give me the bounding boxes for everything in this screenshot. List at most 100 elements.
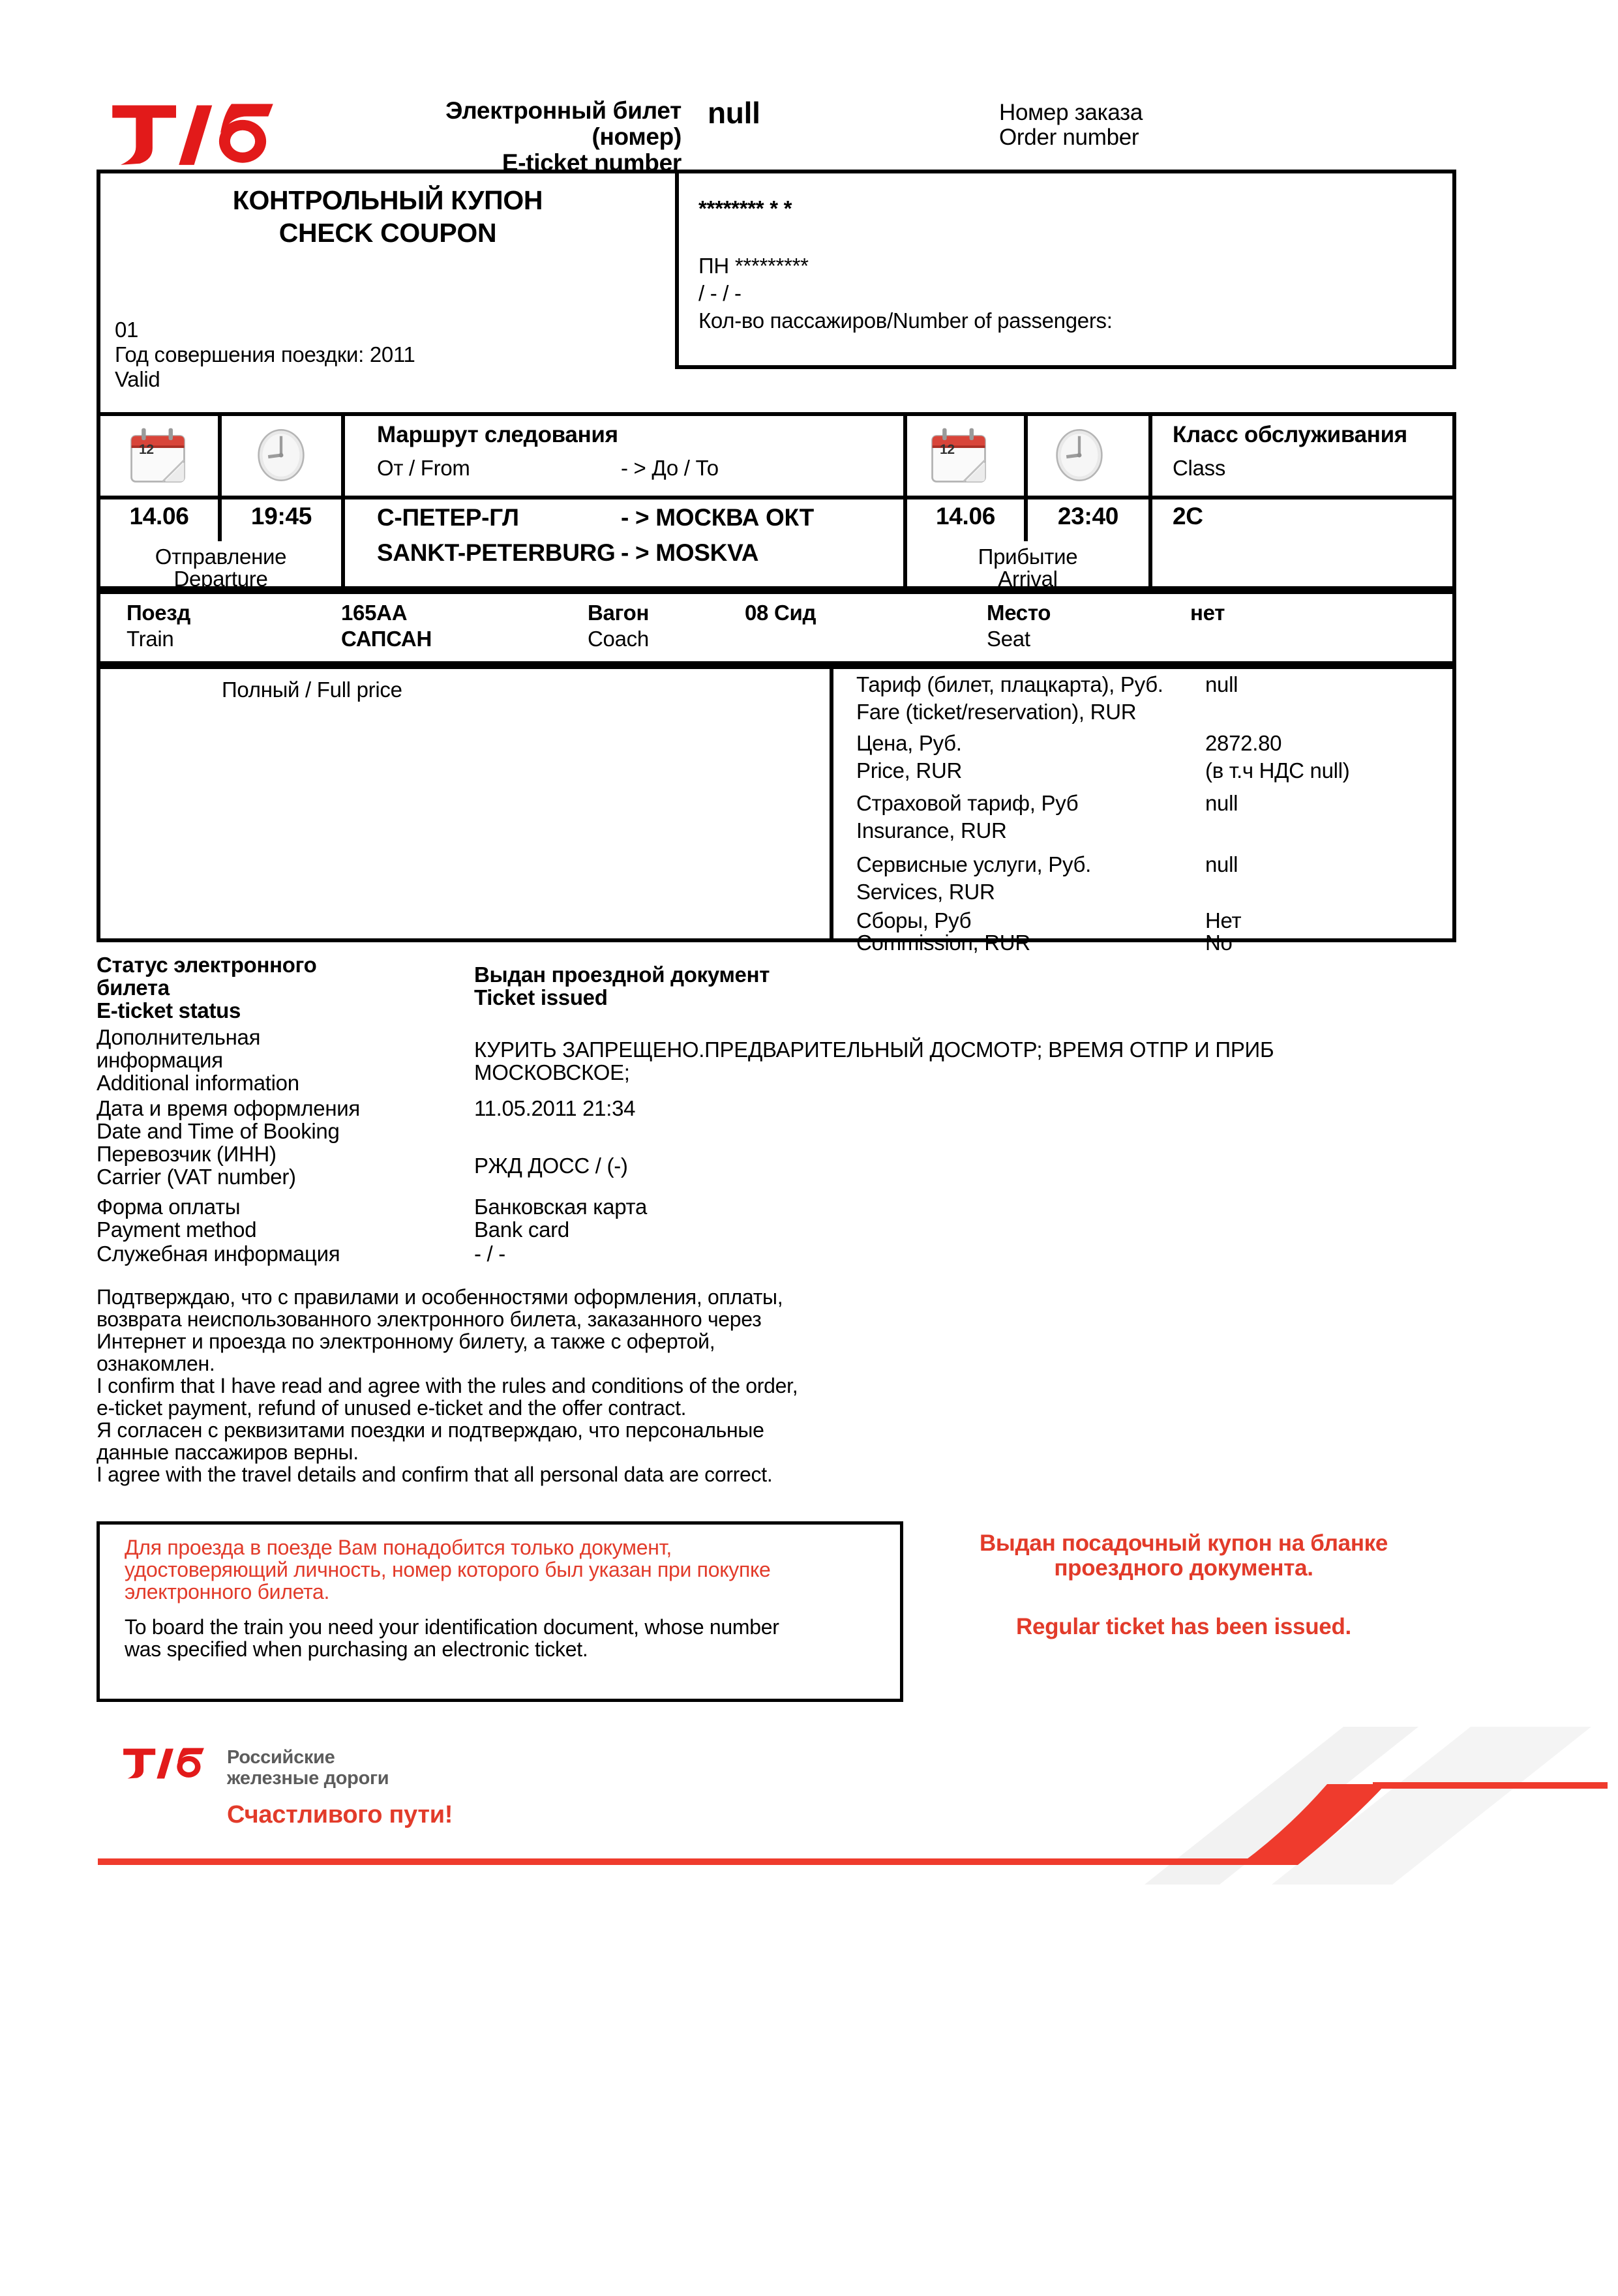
train-number: 165АА <box>341 601 408 625</box>
to-station-ru: - > МОСКВА ОКТ <box>621 504 814 531</box>
fare-type: Полный / Full price <box>222 678 402 702</box>
passenger-mask-box: ******** * * ПН ********* / - / - Кол-во… <box>675 170 1456 369</box>
issued-note-ru-line2: проездного документа. <box>1054 1555 1313 1581</box>
coach-label-ru: Вагон <box>588 601 650 625</box>
additional-info-label: Дополнительная <box>97 1025 261 1049</box>
fare-row-value2: (в т.ч НДС null) <box>1205 758 1350 783</box>
additional-info-value: КУРИТЬ ЗАПРЕЩЕНО.ПРЕДВАРИТЕЛЬНЫЙ ДОСМОТР… <box>474 1037 1274 1062</box>
payment-label: Форма оплаты <box>97 1195 241 1219</box>
booking-label: Date and Time of Booking <box>97 1119 340 1143</box>
route-table <box>97 412 1456 590</box>
issued-note-ru-line1: Выдан посадочный купон на бланке <box>979 1530 1388 1556</box>
footer-rzd-logo-icon <box>122 1745 205 1780</box>
fare-divider <box>830 669 833 938</box>
seat-value: нет <box>1190 601 1225 625</box>
seat-label-ru: Место <box>987 601 1051 625</box>
fare-table <box>97 665 1456 942</box>
identification-notice-box: Для проезда в поезде Вам понадобится тол… <box>97 1521 903 1702</box>
booking-label: Дата и время оформления <box>97 1096 360 1120</box>
fare-row-value: 2872.80 <box>1205 731 1282 755</box>
eticket-number-value: null <box>708 96 760 130</box>
departure-calendar-day: 12 <box>139 442 154 457</box>
fare-row-label-ru: Цена, Руб. <box>856 731 962 755</box>
train-row <box>97 590 1456 665</box>
status-value: Выдан проездной документ <box>474 962 770 987</box>
payment-label: Payment method <box>97 1217 257 1242</box>
from-station-en: SANKT-PETERBURG <box>377 539 616 566</box>
fare-row-label-ru: Страховой тариф, Руб <box>856 791 1079 815</box>
arrival-calendar-icon <box>929 424 989 486</box>
coach-value: 08 Сид <box>745 601 816 625</box>
eticket-number-label: Электронный билет (номер) E-ticket numbe… <box>355 98 682 176</box>
class-label-en: Class <box>1173 456 1226 480</box>
eticket-number-label-ru: Электронный билет (номер) <box>445 97 682 150</box>
departure-calendar-icon <box>128 424 188 486</box>
footer-red-curve <box>1239 1784 1386 1865</box>
payment-value: Банковская карта <box>474 1195 648 1219</box>
departure-clock-icon <box>253 424 309 486</box>
status-label: E-ticket status <box>97 998 241 1022</box>
fare-row-label-ru: Сборы, Руб <box>856 908 972 932</box>
to-station-en: - > MOSKVA <box>621 539 759 566</box>
coupon-top-border <box>97 170 679 173</box>
fare-row-value: null <box>1205 852 1238 876</box>
passenger-document-mask: / - / - <box>698 281 742 305</box>
route-header-ru: Маршрут следования <box>377 422 618 447</box>
status-label: Статус электронного <box>97 953 317 977</box>
route-to-label: - > До / То <box>621 456 719 480</box>
service-class-value: 2С <box>1173 503 1203 529</box>
coupon-title-ru: КОНТРОЛЬНЫЙ КУПОН <box>232 185 543 215</box>
coach-label-en: Coach <box>588 627 649 651</box>
from-station-ru: С-ПЕТЕР-ГЛ <box>377 504 519 531</box>
footer-brand-line1: Российские <box>227 1747 335 1768</box>
route-divider-4 <box>1024 416 1028 541</box>
footer-brand-line2: железные дороги <box>227 1768 389 1789</box>
fare-row-value: null <box>1205 791 1238 815</box>
issued-note-en: Regular ticket has been issued. <box>1016 1614 1351 1639</box>
booking-value: 11.05.2011 21:34 <box>474 1096 636 1120</box>
fare-row-label-en: Services, RUR <box>856 880 995 904</box>
trip-year: Год совершения поездки: 2011 <box>115 342 415 366</box>
status-value: Ticket issued <box>474 985 608 1009</box>
footer-red-line-upper <box>1373 1782 1608 1789</box>
coupon-title: КОНТРОЛЬНЫЙ КУПОН CHECK COUPON <box>100 184 675 249</box>
order-number-label-en: Order number <box>999 125 1139 150</box>
footer-red-line <box>98 1858 1252 1865</box>
train-label-ru: Поезд <box>127 601 191 625</box>
arrival-clock-icon <box>1051 424 1107 486</box>
fare-row-label-en: Fare (ticket/reservation), RUR <box>856 700 1137 724</box>
rzd-logo-icon <box>110 97 276 170</box>
arrival-label-ru: Прибытие <box>978 544 1078 569</box>
agreement-text: Подтверждаю, что с правилами и особеннос… <box>97 1285 798 1486</box>
route-divider-5 <box>1148 416 1152 586</box>
route-divider-2 <box>341 416 345 586</box>
fare-row-label-en: Commission, RUR <box>856 931 1030 955</box>
valid-label: Valid <box>115 367 160 391</box>
passengers-count-label: Кол-во пассажиров/Number of passengers: <box>698 308 1113 333</box>
carrier-value: РЖД ДОСС / (-) <box>474 1154 628 1178</box>
status-label: билета <box>97 976 170 1000</box>
fare-row-label-ru: Сервисные услуги, Руб. <box>856 852 1092 876</box>
coupon-left-border <box>97 170 100 416</box>
fare-row-label-en: Price, RUR <box>856 758 963 783</box>
departure-date: 14.06 <box>129 503 189 529</box>
service-info-value: - / - <box>474 1242 505 1266</box>
fare-row-label-en: Insurance, RUR <box>856 818 1007 842</box>
departure-label-en: Departure <box>173 567 268 591</box>
identification-notice-en: To board the train you need your identif… <box>125 1615 779 1661</box>
fare-row-value: null <box>1205 672 1238 696</box>
issued-note-ru: Выдан посадочный купон на бланке проездн… <box>920 1531 1448 1581</box>
footer-swoosh-graphic <box>98 1727 1608 1885</box>
additional-info-value: МОСКОВСКОЕ; <box>474 1060 630 1084</box>
departure-label-ru: Отправление <box>155 544 287 569</box>
coupon-title-en: CHECK COUPON <box>278 218 497 248</box>
class-label-ru: Класс обслуживания <box>1173 422 1407 447</box>
coupon-sequence: 01 <box>115 318 139 342</box>
fare-row-value: Нет <box>1205 908 1242 932</box>
carrier-label: Перевозчик (ИНН) <box>97 1142 277 1166</box>
route-row-divider <box>100 496 1452 499</box>
carrier-label: Carrier (VAT number) <box>97 1165 296 1189</box>
route-from-label: От / From <box>377 456 470 480</box>
payment-value: Bank card <box>474 1217 569 1242</box>
